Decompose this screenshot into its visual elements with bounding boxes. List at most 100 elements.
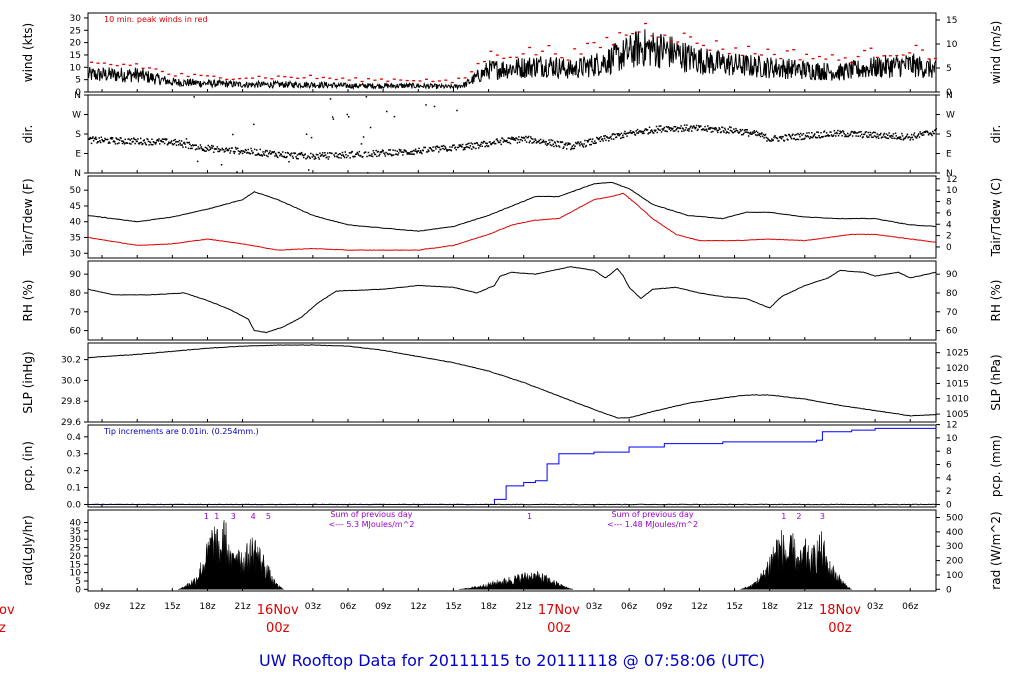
y-axis-label-right: RH (%) bbox=[989, 280, 1003, 322]
y-tick-label-right: 10 bbox=[946, 186, 958, 196]
y-tick-label-left: 30 bbox=[70, 535, 82, 545]
event-marker: 1 bbox=[527, 512, 532, 521]
y-tick-label-right: 0 bbox=[946, 243, 952, 253]
y-tick-label-right: 1025 bbox=[946, 349, 969, 359]
y-axis-label-left: Tair/Tdew (F) bbox=[21, 178, 35, 256]
panel-frame-wind bbox=[87, 12, 937, 93]
y-tick-label-right: 0 bbox=[946, 500, 952, 510]
series-line-pcp bbox=[87, 503, 937, 506]
panel-annotation-pcp: Tip increments are 0.01in. (0.254mm.) bbox=[103, 427, 259, 436]
radiation-sum-annotation: Sum of previous day bbox=[611, 510, 693, 519]
y-tick-label-right: 1020 bbox=[946, 364, 969, 374]
y-tick-label-left: 30 bbox=[70, 249, 82, 259]
x-hour-label: 03z bbox=[586, 602, 602, 612]
y-tick-label-right: 8 bbox=[946, 447, 952, 457]
panel-frame-slp bbox=[87, 342, 937, 423]
y-axis-label-left: SLP (inHg) bbox=[21, 351, 35, 413]
y-axis-label-right: SLP (hPa) bbox=[989, 354, 1003, 410]
y-tick-label-right: 12 bbox=[946, 421, 957, 431]
y-tick-label-left: 15 bbox=[70, 560, 81, 570]
y-tick-label-right: 60 bbox=[946, 327, 958, 337]
y-tick-label-left: 90 bbox=[70, 270, 82, 280]
y-tick-label-left: W bbox=[72, 111, 81, 121]
x-day-label-date: 18Nov bbox=[819, 603, 861, 618]
y-tick-label-left: 45 bbox=[70, 202, 81, 212]
series-line-temp bbox=[87, 192, 937, 251]
y-tick-label-left: 50 bbox=[70, 186, 82, 196]
x-hour-label: 09z bbox=[94, 602, 110, 612]
x-hour-label: 21z bbox=[235, 602, 251, 612]
x-day-label-date: 17Nov bbox=[538, 603, 580, 618]
y-tick-label-left: 10 bbox=[70, 63, 82, 73]
x-hour-label: 18z bbox=[480, 602, 496, 612]
x-day-label-fragment: z bbox=[0, 621, 6, 636]
series-step-pcp bbox=[88, 427, 936, 505]
y-tick-label-left: 0.0 bbox=[67, 500, 82, 510]
y-axis-label-left: pcp. (in) bbox=[21, 441, 35, 491]
y-axis-label-right: pcp. (mm) bbox=[989, 435, 1003, 497]
y-tick-label-left: 5 bbox=[75, 577, 81, 587]
x-hour-label: 21z bbox=[516, 602, 532, 612]
y-tick-label-right: 70 bbox=[946, 308, 958, 318]
y-tick-label-right: 400 bbox=[946, 528, 963, 538]
panel-frame-rad bbox=[87, 509, 937, 592]
x-hour-label: 15z bbox=[445, 602, 461, 612]
y-tick-label-right: N bbox=[946, 91, 953, 101]
y-tick-label-right: 1005 bbox=[946, 410, 969, 420]
y-tick-label-right: 100 bbox=[946, 571, 963, 581]
y-tick-label-left: 30.2 bbox=[61, 356, 81, 366]
radiation-sum-annotation: Sum of previous day bbox=[330, 510, 412, 519]
y-axis-label-left: RH (%) bbox=[21, 280, 35, 322]
x-hour-label: 18z bbox=[762, 602, 778, 612]
x-hour-label: 18z bbox=[199, 602, 215, 612]
y-tick-label-left: 0 bbox=[75, 88, 81, 98]
y-tick-label-right: 5 bbox=[946, 64, 952, 74]
y-tick-label-right: 200 bbox=[946, 557, 963, 567]
x-hour-label: 15z bbox=[164, 602, 180, 612]
y-tick-label-left: 10 bbox=[70, 569, 82, 579]
panel-frame-temp bbox=[87, 175, 937, 259]
y-tick-label-left: 20 bbox=[70, 39, 82, 49]
solar-radiation-area bbox=[740, 530, 852, 590]
y-tick-label-right: 300 bbox=[946, 542, 963, 552]
wind-speed-line bbox=[87, 29, 937, 91]
chart-title: UW Rooftop Data for 20111115 to 20111118… bbox=[259, 651, 765, 670]
x-day-label-fragment: ov bbox=[0, 603, 15, 618]
radiation-sum-annotation: <--- 5.3 MJoules/m^2 bbox=[328, 520, 414, 529]
x-hour-label: 12z bbox=[129, 602, 145, 612]
series-line-rh bbox=[87, 266, 937, 334]
y-tick-label-right: 10 bbox=[946, 434, 958, 444]
y-tick-label-right: 2 bbox=[946, 232, 952, 242]
y-tick-label-left: 0.4 bbox=[67, 433, 82, 443]
y-tick-label-right: 6 bbox=[946, 461, 952, 471]
x-day-label-time: 00z bbox=[547, 621, 571, 636]
event-marker: 1 bbox=[204, 512, 209, 521]
panel-annotation-wind: 10 min. peak winds in red bbox=[104, 15, 208, 24]
y-tick-label-left: 80 bbox=[70, 289, 82, 299]
y-tick-label-left: 60 bbox=[70, 327, 82, 337]
panel-frame-pcp bbox=[87, 424, 937, 508]
y-tick-label-left: 40 bbox=[70, 218, 82, 228]
y-tick-label-right: 8 bbox=[946, 198, 952, 208]
x-hour-label: 12z bbox=[691, 602, 707, 612]
solar-radiation-area bbox=[178, 520, 285, 590]
event-marker: 4 bbox=[251, 512, 256, 521]
y-tick-label-left: 0.3 bbox=[67, 450, 81, 460]
y-tick-label-right: 15 bbox=[946, 16, 957, 26]
y-axis-label-left: dir. bbox=[21, 125, 35, 144]
y-tick-label-right: 4 bbox=[946, 220, 952, 230]
y-tick-label-left: 20 bbox=[70, 552, 82, 562]
wind-direction-points bbox=[88, 96, 937, 174]
y-tick-label-left: 25 bbox=[70, 544, 81, 554]
event-marker: 2 bbox=[796, 512, 801, 521]
x-hour-label: 06z bbox=[340, 602, 356, 612]
y-tick-label-left: 0.2 bbox=[67, 467, 81, 477]
x-hour-label: 06z bbox=[902, 602, 918, 612]
y-tick-label-left: 0 bbox=[75, 585, 81, 595]
y-tick-label-right: 1015 bbox=[946, 379, 969, 389]
panel-frame-dir bbox=[87, 94, 937, 174]
series-line-slp bbox=[87, 344, 937, 419]
y-tick-label-left: 25 bbox=[70, 26, 81, 36]
y-tick-label-left: 29.8 bbox=[61, 397, 81, 407]
x-hour-label: 09z bbox=[656, 602, 672, 612]
